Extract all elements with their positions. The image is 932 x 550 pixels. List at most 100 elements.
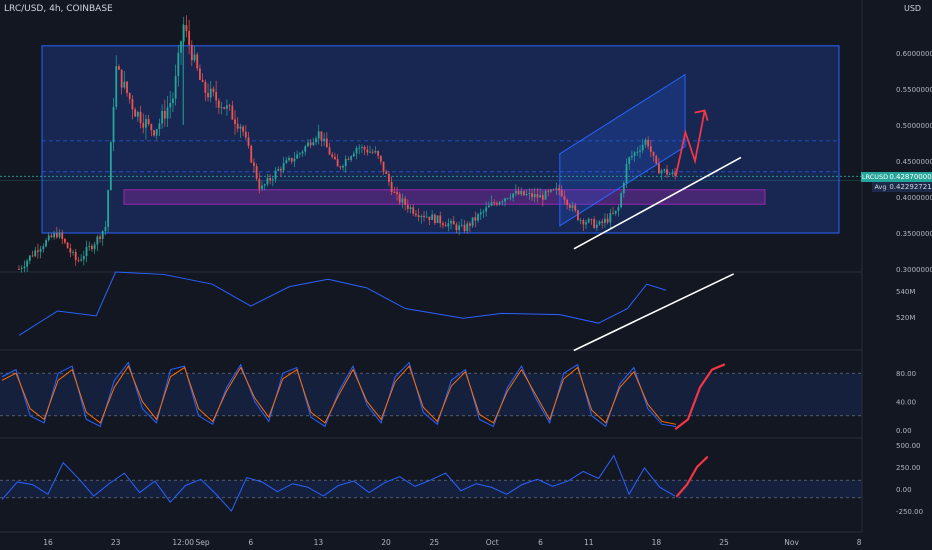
candle-body xyxy=(614,210,617,214)
candle-body xyxy=(455,224,458,231)
candle-body xyxy=(242,126,245,132)
candle-body xyxy=(190,44,193,61)
candle-body xyxy=(199,68,201,80)
candle-body xyxy=(23,266,26,269)
candle-body xyxy=(639,150,641,152)
stoch-axis-label: 0.00 xyxy=(896,427,912,435)
candle-body xyxy=(658,163,660,174)
candle-body xyxy=(53,233,56,238)
candle-body xyxy=(145,119,147,128)
candle-body xyxy=(374,151,377,153)
candle-body xyxy=(652,151,655,156)
candle-body xyxy=(331,154,334,157)
candle-body xyxy=(34,250,37,257)
candle-body xyxy=(263,184,266,186)
candle-body xyxy=(328,147,331,155)
candle-body xyxy=(479,212,482,215)
candle-body xyxy=(382,161,385,172)
candle-body xyxy=(196,54,199,69)
cci-line xyxy=(1,454,676,512)
candle-body xyxy=(74,251,77,260)
candle-body xyxy=(555,188,558,190)
cci-projection xyxy=(675,456,709,498)
candle-body xyxy=(80,259,83,261)
candle-body xyxy=(172,98,174,104)
candle-body xyxy=(528,193,531,195)
candle-body xyxy=(269,178,272,181)
symbol-title[interactable]: LRC/USD, 4h, COINBASE xyxy=(4,4,113,14)
support-zone xyxy=(123,189,766,205)
candle-body xyxy=(109,142,112,191)
candle-body xyxy=(442,223,444,226)
stoch-axis-label: 80.00 xyxy=(896,370,916,378)
candle-body xyxy=(439,215,442,224)
candle-body xyxy=(61,232,64,239)
candle-body xyxy=(517,190,520,195)
candle-body xyxy=(496,203,498,205)
candle-body xyxy=(501,201,504,203)
candle-body xyxy=(628,157,631,164)
candle-body xyxy=(223,107,226,109)
x-tick-label: Oct xyxy=(486,538,499,547)
candle-body xyxy=(77,259,80,261)
candle-body xyxy=(525,194,528,196)
candle-body xyxy=(112,106,115,143)
candle-body xyxy=(393,192,396,193)
candle-body xyxy=(547,190,550,192)
candle-body xyxy=(47,235,50,241)
candle-body xyxy=(498,202,501,205)
candle-body xyxy=(541,195,544,200)
candle-body xyxy=(177,52,180,77)
stoch-d-line xyxy=(1,365,677,425)
candle-body xyxy=(579,220,582,221)
candle-body xyxy=(231,105,234,120)
currency-label: USD xyxy=(904,4,922,13)
candle-body xyxy=(258,178,261,189)
candle-body xyxy=(209,88,212,98)
candle-body xyxy=(490,202,493,206)
candle-body xyxy=(134,109,137,117)
candle-body xyxy=(188,31,191,45)
candle-body xyxy=(115,66,118,107)
candle-body xyxy=(544,190,547,200)
candle-body xyxy=(107,190,110,227)
grid xyxy=(0,0,863,533)
candle-body xyxy=(104,226,107,232)
candle-body xyxy=(277,168,280,171)
price-axis-label: 0.30000000 xyxy=(896,266,932,274)
candle-body xyxy=(671,172,674,174)
candle-body xyxy=(587,218,590,223)
candle-body xyxy=(379,155,382,162)
candle-body xyxy=(82,256,85,260)
x-tick-label: Sep xyxy=(195,538,209,547)
candle-body xyxy=(585,222,587,225)
candle-body xyxy=(666,169,668,175)
candle-body xyxy=(560,190,563,197)
candle-body xyxy=(69,248,72,253)
x-tick-label: 12:00 xyxy=(172,538,194,547)
candle-body xyxy=(674,172,677,176)
candle-body xyxy=(558,188,560,191)
candle-body xyxy=(574,205,577,211)
candle-body xyxy=(85,247,88,257)
candle-body xyxy=(452,220,455,225)
avg-price-tag: 0.42292721 xyxy=(889,182,932,192)
candle-body xyxy=(336,159,339,167)
x-tick-label: 25 xyxy=(719,538,729,547)
candle-body xyxy=(307,142,309,147)
candle-body xyxy=(420,215,423,218)
candle-body xyxy=(398,193,401,203)
indicators xyxy=(0,271,862,512)
candle-body xyxy=(158,123,161,130)
candle-body xyxy=(150,124,153,131)
cci-axis-label: -250.00 xyxy=(896,508,923,516)
ascending-channel xyxy=(559,73,686,227)
price-trendline xyxy=(573,156,742,250)
candle-body xyxy=(577,210,579,221)
candle-body xyxy=(550,189,552,192)
candle-body xyxy=(234,119,236,125)
candle-body xyxy=(282,163,285,171)
